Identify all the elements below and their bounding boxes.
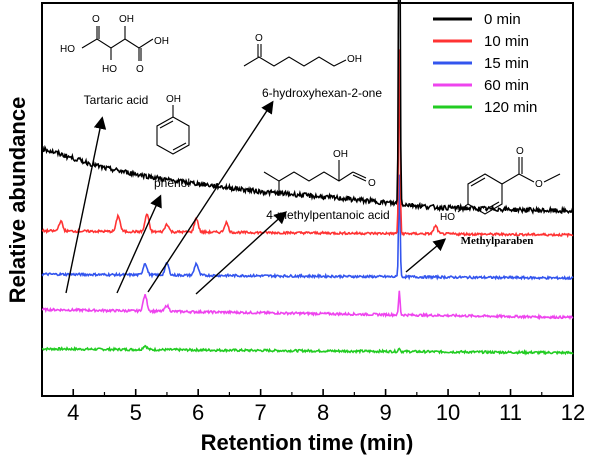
label-methylparaben: Methylparaben: [461, 235, 534, 247]
x-tick-label: 5: [130, 400, 142, 425]
x-axis-title: Retention time (min): [201, 430, 414, 455]
series-line-120-min: [41, 344, 574, 356]
legend: 0 min 10 min 15 min 60 min 120 min: [433, 11, 537, 116]
svg-text:HO: HO: [60, 44, 75, 55]
svg-text:O: O: [92, 14, 100, 25]
series-line-60-min: [41, 290, 574, 321]
x-tick-label: 11: [499, 400, 522, 425]
series-line-10-min: [41, 49, 574, 239]
plot-frame: [41, 2, 574, 397]
svg-text:OH: OH: [166, 94, 181, 105]
svg-text:OH: OH: [154, 36, 169, 47]
y-axis-title: Relative abundance: [5, 97, 30, 304]
svg-text:OH: OH: [347, 54, 362, 65]
x-tick-label: 10: [436, 400, 460, 425]
x-tick-label: 12: [561, 400, 585, 425]
arrow-pentanoic-acid: [195, 211, 288, 295]
label-hexanone: 6-hydroxyhexan-2-one: [262, 86, 382, 100]
annotation-arrows: [65, 100, 447, 295]
series-line-0-min: [41, 0, 574, 215]
traces-group: [41, 0, 574, 356]
x-tick-label: 8: [317, 400, 329, 425]
legend-label: 0 min: [484, 11, 521, 28]
arrow-phenol: [116, 194, 162, 294]
methylparaben-structure: O O HO: [440, 146, 561, 223]
hexanone-structure: O OH: [243, 33, 362, 67]
arrow-tartaric-acid: [65, 116, 107, 294]
arrow-hexanone: [147, 100, 274, 293]
svg-text:HO: HO: [102, 64, 117, 75]
svg-text:OH: OH: [333, 149, 348, 160]
series-line-15-min: [41, 174, 574, 281]
legend-label: 15 min: [484, 55, 529, 72]
phenol-structure: OH: [156, 94, 190, 155]
arrow-methylparaben: [405, 238, 447, 273]
svg-text:O: O: [516, 146, 524, 157]
legend-label: 10 min: [484, 33, 529, 50]
svg-text:HO: HO: [440, 212, 455, 223]
legend-label: 60 min: [484, 77, 529, 94]
svg-text:O: O: [255, 33, 263, 44]
x-tick-label: 4: [67, 400, 79, 425]
legend-label: 120 min: [484, 99, 537, 116]
tartaric-acid-structure: HO OH O HO OH O: [60, 14, 169, 75]
pentanoic-acid-structure: OH O: [263, 149, 376, 196]
label-phenol: phenol: [154, 176, 190, 190]
label-pentanoic-acid: 4-methylpentanoic acid: [266, 208, 389, 222]
x-tick-label: 6: [192, 400, 204, 425]
x-tick-label: 9: [379, 400, 391, 425]
x-axis-ticks: 4 5 6 7 8 9 10 11 12: [67, 389, 585, 425]
svg-text:O: O: [368, 178, 376, 189]
x-tick-label: 7: [255, 400, 267, 425]
svg-text:O: O: [535, 179, 543, 190]
svg-text:O: O: [136, 64, 144, 75]
label-tartaric-acid: Tartaric acid: [84, 93, 149, 107]
svg-text:OH: OH: [119, 14, 134, 25]
